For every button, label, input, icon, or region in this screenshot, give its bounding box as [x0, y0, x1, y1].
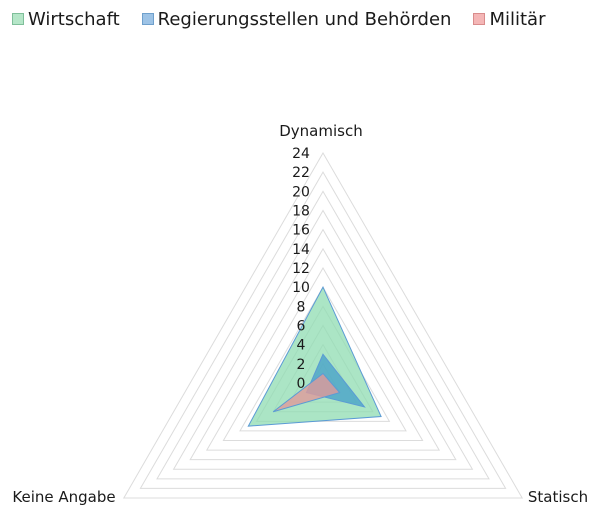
grid-ring	[172, 209, 474, 470]
radial-tick-label: 12	[292, 261, 310, 277]
legend-label: Wirtschaft	[28, 8, 120, 30]
grid-ring	[222, 267, 424, 441]
legend-swatch-icon	[473, 13, 486, 25]
grid-ring	[189, 228, 457, 461]
legend-item-militaer[interactable]: Militär	[473, 8, 546, 30]
radial-tick-label: 24	[292, 146, 310, 162]
grid-ring	[139, 171, 507, 489]
grid-ring	[239, 286, 407, 432]
radial-tick-label: 8	[297, 299, 306, 315]
radial-tick-label: 16	[292, 223, 310, 239]
radial-tick-label: 18	[292, 204, 310, 220]
grid-ring	[122, 152, 524, 499]
legend-swatch-icon	[141, 13, 154, 25]
radial-tick-label: 0	[297, 376, 306, 392]
radial-tick-label: 2	[297, 357, 306, 373]
axis-label-statisch: Statisch	[528, 488, 588, 506]
chart-legend: Wirtschaft Regierungsstellen und Behörde…	[12, 6, 600, 32]
axis-label-dynamisch: Dynamisch	[279, 122, 362, 140]
grid-ring	[205, 247, 441, 451]
radar-series	[247, 286, 382, 427]
radial-tick-label: 20	[292, 184, 310, 200]
grid-ring	[156, 190, 490, 480]
legend-item-wirtschaft[interactable]: Wirtschaft	[12, 9, 120, 30]
radial-tick-label: 22	[292, 165, 310, 181]
radar-grid	[122, 152, 524, 499]
legend-label: Militär	[489, 8, 546, 30]
legend-item-regierung[interactable]: Regierungsstellen und Behörden	[141, 8, 452, 30]
radial-tick-label: 14	[292, 242, 310, 258]
radial-tick-label: 6	[297, 319, 306, 335]
radial-tick-label: 10	[292, 280, 310, 296]
legend-label: Regierungsstellen und Behörden	[157, 8, 452, 30]
axis-label-keine-angabe: Keine Angabe	[12, 488, 115, 506]
legend-swatch-icon	[12, 13, 24, 25]
series-polygon[interactable]	[272, 372, 341, 413]
radial-tick-label: 4	[297, 338, 306, 354]
